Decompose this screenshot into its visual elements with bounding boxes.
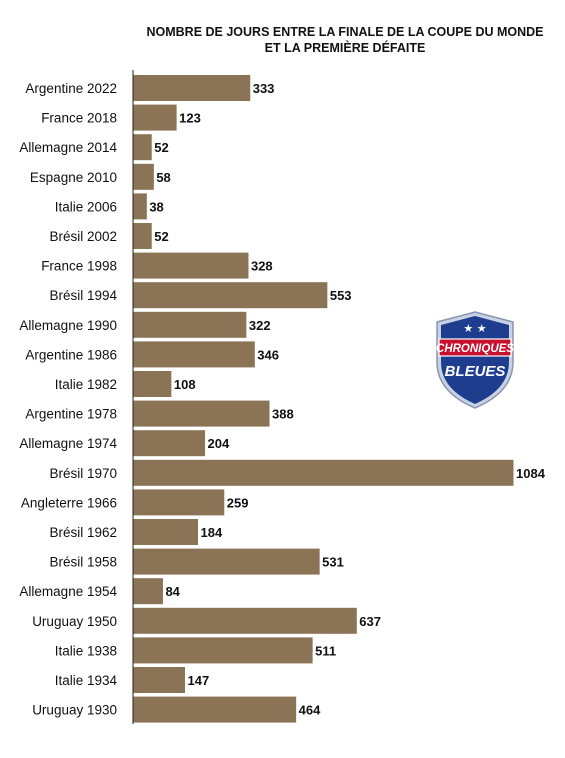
- category-label: Allemagne 1954: [19, 584, 117, 599]
- chart-title-line1: NOMBRE DE JOURS ENTRE LA FINALE DE LA CO…: [146, 25, 544, 39]
- bar: [133, 104, 177, 131]
- bar: [133, 430, 206, 457]
- category-label: Brésil 1994: [49, 288, 117, 303]
- bar: [133, 371, 172, 397]
- category-label: Argentine 1986: [25, 347, 117, 362]
- bar: [133, 696, 297, 723]
- value-label: 108: [174, 377, 196, 392]
- category-label: Brésil 2002: [49, 229, 117, 244]
- value-label: 259: [227, 495, 249, 510]
- value-label: 531: [322, 555, 344, 570]
- logo-text-bleues: BLEUES: [445, 363, 506, 380]
- bar: [133, 341, 255, 368]
- value-label: 84: [165, 584, 180, 599]
- category-label: France 1998: [41, 259, 117, 274]
- category-label: France 2018: [41, 111, 117, 126]
- category-label: Italie 1938: [55, 643, 117, 658]
- category-label: Italie 1934: [55, 673, 118, 688]
- category-label: Angleterre 1966: [21, 495, 117, 510]
- value-label: 388: [272, 407, 294, 422]
- bar: [133, 667, 186, 693]
- value-label: 52: [154, 140, 168, 155]
- value-label: 52: [154, 229, 168, 244]
- bar: [133, 311, 247, 338]
- bar: [133, 163, 154, 190]
- bar: [133, 252, 249, 279]
- category-label: Allemagne 1990: [19, 318, 117, 333]
- value-label: 58: [156, 170, 170, 185]
- bar: [133, 282, 328, 309]
- category-label: Brésil 1970: [49, 466, 117, 481]
- bar: [133, 519, 199, 545]
- chart-title: NOMBRE DE JOURS ENTRE LA FINALE DE LA CO…: [130, 24, 560, 56]
- value-label: 511: [315, 643, 336, 658]
- logo-shield: [441, 316, 509, 404]
- value-label: 346: [257, 347, 279, 362]
- bar: [133, 134, 152, 161]
- bar: [133, 193, 147, 220]
- category-label: Brésil 1962: [49, 525, 117, 540]
- category-label: Uruguay 1930: [32, 703, 117, 718]
- value-label: 328: [251, 259, 273, 274]
- value-label: 123: [179, 111, 201, 126]
- value-label: 464: [299, 703, 321, 718]
- category-label: Italie 1982: [55, 377, 117, 392]
- bar: [133, 400, 270, 427]
- bar: [133, 489, 225, 516]
- bar: [133, 578, 163, 605]
- bar: [133, 607, 357, 634]
- logo-stars-icon: ★ ★: [463, 322, 486, 335]
- bar: [133, 223, 152, 249]
- chart-title-line2: ET LA PREMIÈRE DÉFAITE: [264, 41, 426, 55]
- logo-band: [438, 338, 512, 357]
- category-label: Brésil 1958: [49, 555, 117, 570]
- logo-text-chroniques: CHRONIQUES: [436, 343, 514, 355]
- value-label: 333: [253, 81, 275, 96]
- bar: [133, 75, 251, 101]
- value-label: 322: [249, 318, 271, 333]
- category-label: Allemagne 2014: [19, 140, 117, 155]
- value-label: 184: [201, 525, 223, 540]
- category-label: Uruguay 1950: [32, 614, 117, 629]
- category-label: Espagne 2010: [30, 170, 117, 185]
- value-label: 553: [330, 288, 352, 303]
- category-label: Allemagne 1974: [19, 436, 117, 451]
- bar: [133, 459, 514, 486]
- category-label: Argentine 2022: [25, 81, 117, 96]
- value-label: 38: [149, 199, 163, 214]
- chroniques-bleues-logo: ★ ★ CHRONIQUES BLEUES: [436, 311, 514, 409]
- value-label: 204: [208, 436, 230, 451]
- bar: [133, 548, 320, 575]
- value-label: 637: [359, 614, 381, 629]
- category-label: Italie 2006: [55, 199, 117, 214]
- bar: [133, 637, 313, 664]
- category-label: Argentine 1978: [25, 407, 117, 422]
- value-label: 147: [188, 673, 210, 688]
- value-label: 1084: [516, 466, 546, 481]
